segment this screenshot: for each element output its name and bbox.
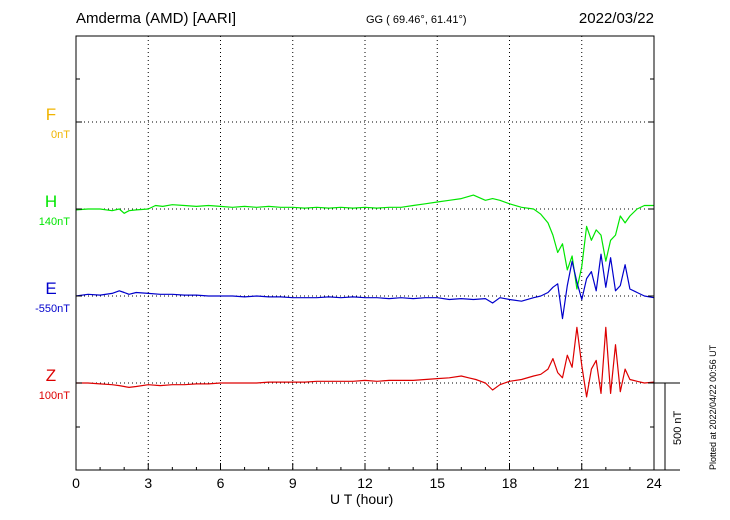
series-layer	[75, 194, 655, 398]
x-tick-label-18: 18	[502, 475, 518, 491]
channel-f-name: F	[45, 105, 57, 124]
x-tick-label-0: 0	[72, 475, 80, 491]
channel-h-name: H	[44, 192, 58, 211]
series-z	[76, 326, 655, 398]
grid-lines	[76, 36, 654, 470]
x-tick-label-9: 9	[289, 475, 297, 491]
station-title: Amderma (AMD) [AARI]	[76, 10, 237, 27]
x-ticks: 0 3 6 9 12 15 18 21 24	[72, 463, 662, 491]
x-tick-label-15: 15	[429, 475, 445, 491]
x-tick-label-6: 6	[217, 475, 225, 491]
coordinates-label: GG ( 69.46°, 61.41°)	[366, 14, 467, 26]
channel-e-baseline: -550nT	[35, 303, 70, 315]
channel-z-name: Z	[45, 366, 57, 385]
x-tick-label-3: 3	[144, 475, 152, 491]
plotted-timestamp: Plotted at 2022/04/22 00:56 UT	[708, 344, 718, 470]
axes-layer	[75, 35, 680, 471]
x-tick-label-24: 24	[646, 475, 662, 491]
channel-f-baseline: 0nT	[51, 129, 70, 141]
channel-e-name: E	[45, 279, 57, 298]
series-h	[75, 194, 654, 290]
x-tick-label-12: 12	[357, 475, 373, 491]
x-axis-label: U T (hour)	[330, 491, 394, 507]
date-label: 2022/03/22	[578, 10, 654, 27]
channel-h-baseline: 140nT	[38, 216, 70, 228]
scale-bar-label: 500 nT	[672, 410, 684, 445]
x-tick-label-21: 21	[574, 475, 590, 491]
series-e	[75, 253, 655, 320]
channel-z-baseline: 100nT	[38, 390, 70, 402]
